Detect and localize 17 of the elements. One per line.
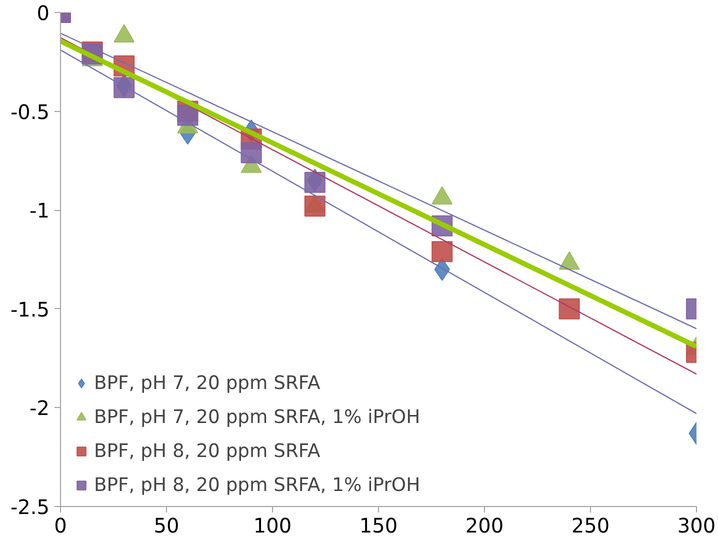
- legend-label: BPF, pH 7, 20 ppm SRFA, 1% iPrOH: [94, 406, 420, 428]
- x-tick-label: 250: [571, 514, 610, 538]
- legend-label: BPF, pH 7, 20 ppm SRFA: [94, 372, 320, 394]
- x-tick-label: 0: [54, 514, 67, 538]
- y-tick-label: -2: [30, 396, 50, 420]
- x-tick-label: 200: [465, 514, 504, 538]
- y-tick-label: -1: [30, 198, 50, 223]
- x-tick-label: 100: [253, 514, 292, 538]
- legend-label: BPF, pH 8, 20 ppm SRFA: [94, 440, 320, 462]
- y-tick-label: -1.5: [10, 297, 50, 322]
- x-tick-label: 50: [154, 514, 180, 538]
- legend-label: BPF, pH 8, 20 ppm SRFA, 1% iPrOH: [94, 474, 420, 496]
- y-tick-label: -0.5: [10, 100, 50, 124]
- x-tick-label: 300: [677, 514, 716, 538]
- x-tick-label: 150: [359, 514, 398, 538]
- y-tick-label: -2.5: [10, 495, 50, 519]
- y-tick-label: 0: [36, 1, 50, 25]
